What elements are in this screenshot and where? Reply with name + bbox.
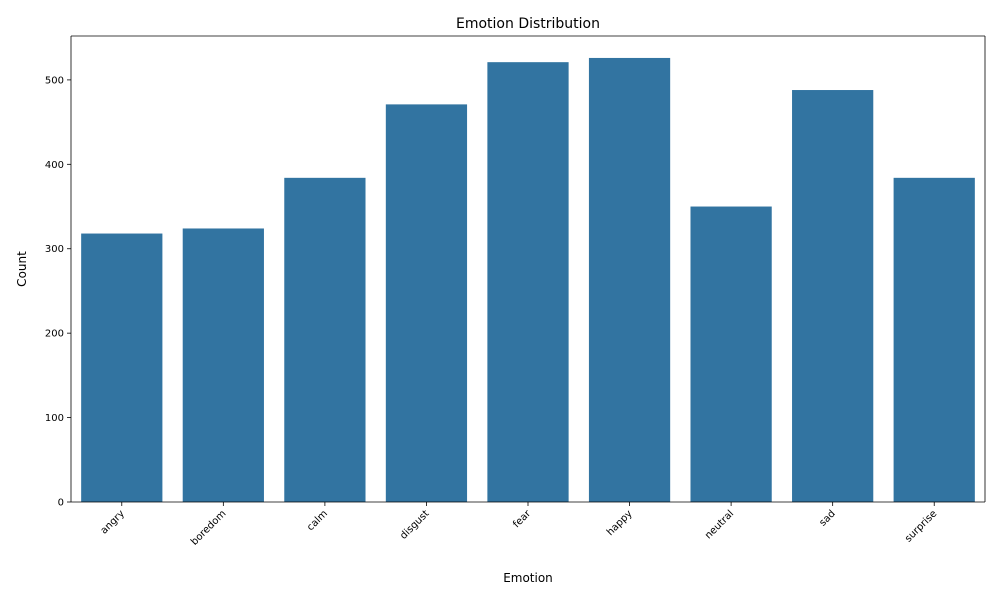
y-tick-label: 100 bbox=[45, 413, 64, 424]
x-tick-label: angry bbox=[99, 508, 127, 536]
x-tick-label: disgust bbox=[398, 508, 431, 541]
chart-title: Emotion Distribution bbox=[456, 16, 600, 32]
x-tick-label: neutral bbox=[703, 508, 736, 541]
y-axis: 0 100 200 300 400 500 bbox=[45, 75, 71, 509]
y-tick-label: 400 bbox=[45, 160, 64, 171]
x-tick-label: happy bbox=[605, 508, 635, 538]
x-axis-label: Emotion bbox=[503, 571, 553, 585]
y-axis-label: Count bbox=[15, 251, 29, 287]
bars-layer bbox=[81, 57, 975, 503]
bar-angry bbox=[81, 233, 163, 503]
y-tick-label: 200 bbox=[45, 329, 64, 340]
y-tick-label: 500 bbox=[45, 75, 64, 86]
bar-happy bbox=[588, 57, 671, 502]
x-tick-label: calm bbox=[305, 508, 330, 533]
bar-surprise bbox=[893, 177, 975, 502]
bar-fear bbox=[487, 62, 569, 503]
x-tick-label: fear bbox=[511, 508, 533, 530]
bar-disgust bbox=[385, 104, 468, 502]
x-tick-label: surprise bbox=[903, 508, 939, 544]
bar-boredom bbox=[182, 228, 264, 503]
x-axis: angry boredom calm disgust fear happy neutral s… bbox=[99, 502, 939, 548]
x-tick-label: boredom bbox=[189, 508, 228, 547]
y-tick-label: 0 bbox=[58, 498, 64, 509]
bar-sad bbox=[792, 90, 874, 502]
y-tick-label: 300 bbox=[45, 244, 64, 255]
bar-calm bbox=[284, 177, 366, 502]
x-tick-label: sad bbox=[818, 508, 838, 528]
bar-neutral bbox=[690, 206, 772, 502]
